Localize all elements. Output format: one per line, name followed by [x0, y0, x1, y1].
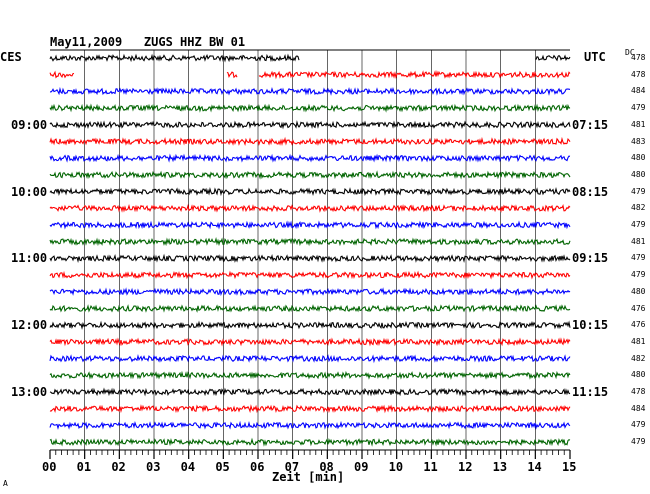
seismic-trace [49, 304, 571, 313]
dc-value: 479 [631, 437, 646, 447]
x-tick-label: 14 [527, 460, 542, 474]
left-time-label: 13:00 [11, 385, 48, 399]
dc-value: 481 [631, 119, 646, 129]
seismic-trace [49, 220, 571, 230]
seismic-trace [49, 103, 571, 113]
dc-value: 479 [631, 220, 646, 229]
x-tick-label: 10 [388, 460, 404, 474]
left-time-label: 10:00 [11, 184, 48, 199]
dc-value: 482 [631, 203, 646, 213]
dc-header-label: DC [625, 48, 635, 57]
x-tick-label: 05 [215, 460, 230, 474]
dc-value: 484 [631, 403, 646, 413]
dc-value: 476 [631, 320, 646, 330]
seismic-trace [49, 437, 571, 447]
x-tick-label: 07 [284, 460, 300, 474]
right-time-label: 09:15 [572, 251, 609, 266]
seismic-trace [49, 353, 571, 364]
seismic-trace [49, 70, 571, 80]
seismic-trace [49, 237, 571, 247]
dc-value: 480 [631, 169, 646, 179]
dc-value: 480 [631, 153, 646, 163]
seismic-trace [49, 387, 571, 397]
dc-value: 479 [631, 420, 646, 430]
x-axis-label: Zeit [min] [272, 470, 345, 484]
dc-value: 480 [631, 370, 646, 380]
dc-value: 482 [631, 353, 646, 363]
seismic-trace [49, 320, 571, 330]
seismic-trace [49, 420, 571, 430]
seismic-trace [49, 136, 571, 146]
dc-value: 478 [631, 53, 646, 62]
dc-value: 479 [631, 186, 646, 196]
seismic-trace [49, 53, 571, 63]
x-tick-label: 04 [180, 460, 196, 474]
right-time-label: 07:15 [572, 117, 609, 132]
x-tick-label: 15 [562, 460, 577, 474]
dc-value: 476 [631, 303, 646, 313]
dc-value: 478 [631, 387, 646, 396]
dc-value: 481 [631, 336, 646, 346]
seismic-trace [49, 120, 571, 130]
right-time-label: 11:15 [572, 385, 609, 399]
right-time-label: 10:15 [572, 318, 609, 333]
dc-value: 478 [631, 69, 646, 79]
chart-title: May11,2009 ZUGS HHZ BW 01 [50, 35, 246, 49]
x-tick-label: 02 [111, 460, 126, 474]
right-time-label: 08:15 [572, 184, 609, 199]
dc-value: 479 [631, 103, 646, 113]
right-timezone-label: UTC [584, 50, 606, 64]
x-tick-label: 09 [354, 460, 369, 474]
x-tick-label: 12 [458, 460, 473, 474]
dc-value: 484 [631, 86, 646, 96]
seismic-trace [49, 370, 571, 380]
dc-value: 480 [631, 286, 646, 296]
seismic-trace [49, 153, 571, 163]
x-tick-label: 13 [492, 460, 508, 474]
seismic-trace [49, 170, 571, 180]
x-tick-label: 01 [76, 460, 92, 474]
dc-value: 479 [631, 253, 646, 263]
left-time-label: 12:00 [11, 318, 48, 333]
seismic-trace [49, 287, 571, 297]
left-time-label: 11:00 [11, 251, 48, 266]
dc-value: 481 [631, 236, 646, 246]
x-tick-label: 00 [42, 460, 57, 474]
seismic-trace [49, 270, 571, 280]
left-timezone-label: CES [0, 50, 22, 64]
seismic-trace [49, 86, 571, 96]
x-tick-label: 08 [319, 460, 334, 474]
seismic-trace [49, 337, 571, 347]
x-tick-label: 06 [250, 460, 265, 474]
dc-value: 483 [631, 136, 646, 146]
x-tick-label: 03 [146, 460, 161, 474]
dc-value: 479 [631, 270, 646, 280]
corner-mark: A [3, 479, 8, 488]
seismic-trace [49, 186, 571, 197]
x-tick-label: 11 [423, 460, 438, 474]
left-time-label: 09:00 [11, 117, 48, 132]
seismic-trace [49, 404, 571, 414]
seismic-trace [49, 203, 571, 213]
seismic-trace [49, 253, 571, 264]
